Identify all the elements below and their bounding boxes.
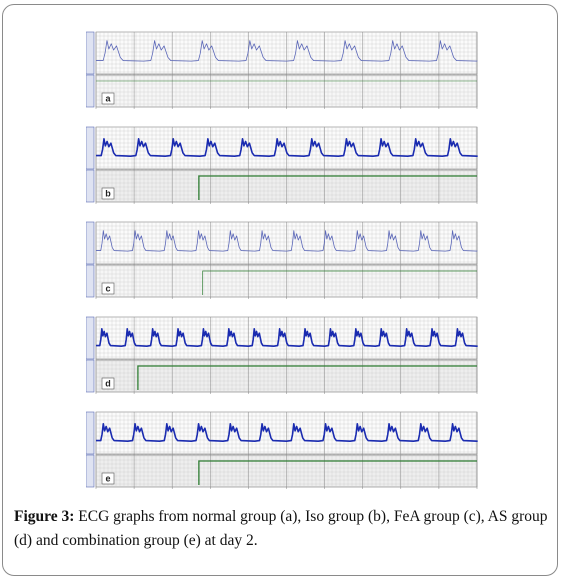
time-axis-d [95, 392, 478, 394]
panel-label-c: c [105, 284, 110, 294]
time-axis-b [95, 202, 478, 204]
ecg-trace-c [96, 230, 478, 252]
channel-sidebar-marker [86, 359, 95, 393]
marker-step-c [202, 270, 477, 295]
panel-label-box-c [101, 282, 115, 295]
channel-sidebar-marker [86, 264, 95, 298]
marker-step-d [137, 365, 477, 390]
channel-sidebar-ecg [86, 411, 95, 455]
time-axis-a [95, 107, 478, 109]
ecg-trace-e [96, 423, 478, 442]
ecg-panel-a: a [86, 30, 479, 118]
figure-caption: Figure 3: ECG graphs from normal group (… [14, 505, 550, 553]
panel-label-e: e [105, 474, 110, 484]
ecg-panel-b-graphic: b [86, 125, 479, 213]
time-axis-c [95, 297, 478, 299]
channel-sidebar-marker [86, 169, 95, 203]
channel-sidebar-ecg [86, 126, 95, 170]
caption-label: Figure 3: [14, 508, 75, 525]
ecg-panel-c: c [86, 220, 479, 308]
ecg-panel-e: e [86, 410, 479, 498]
caption-text: ECG graphs from normal group (a), Iso gr… [14, 508, 548, 549]
ecg-panel-b: b [86, 125, 479, 213]
panel-label-d: d [105, 379, 111, 389]
panel-label-box-a [101, 92, 115, 105]
panel-label-a: a [105, 94, 111, 104]
panel-label-box-b [101, 187, 115, 200]
marker-step-e [198, 460, 477, 485]
ecg-panel-d-graphic: d [86, 315, 479, 403]
ecg-panel-e-graphic: e [86, 410, 479, 498]
channel-sidebar-marker [86, 74, 95, 108]
ecg-panel-d: d [86, 315, 479, 403]
ecg-panel-c-graphic: c [86, 220, 479, 308]
ecg-panel-a-graphic: a [86, 30, 479, 118]
marker-step-b [198, 175, 477, 200]
ecg-trace-b [96, 138, 478, 157]
ecg-trace-a [96, 40, 478, 62]
time-axis-e [95, 487, 478, 489]
channel-sidebar-ecg [86, 221, 95, 265]
panel-label-b: b [105, 189, 111, 199]
channel-sidebar-ecg [86, 316, 95, 360]
ecg-figure: a b c d e [86, 30, 479, 500]
channel-sidebar-marker [86, 454, 95, 488]
ecg-trace-d [96, 328, 478, 347]
channel-sidebar-ecg [86, 31, 95, 75]
panel-label-box-d [101, 377, 115, 390]
panel-label-box-e [101, 472, 115, 485]
